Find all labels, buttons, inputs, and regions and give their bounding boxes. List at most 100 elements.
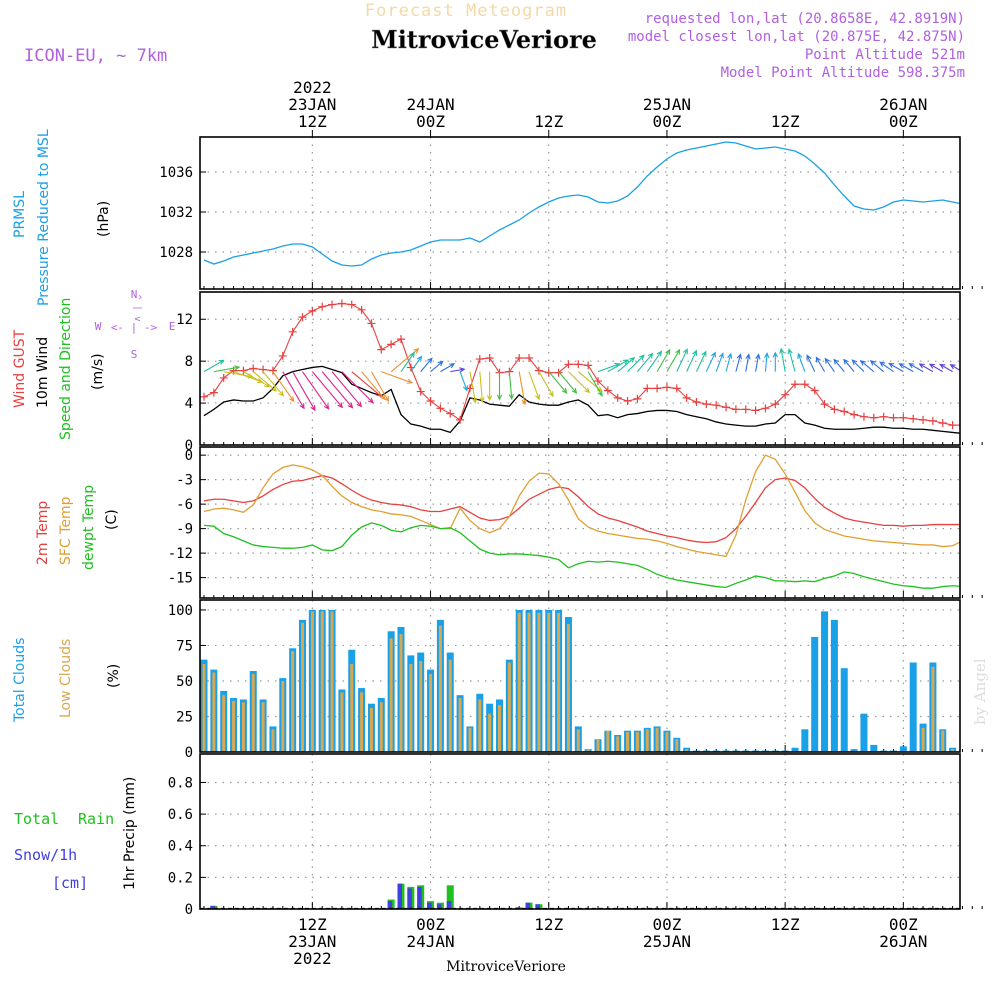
wind-arrow — [311, 371, 344, 409]
wind-arrow — [815, 356, 826, 372]
gust-point — [712, 401, 721, 410]
low-cloud-bar — [606, 730, 610, 752]
prmsl-labels: PRMSL Pressure Reduced to MSL (hPa) — [12, 129, 112, 306]
panel-3: 0 25 50 75 100 — [168, 599, 983, 761]
wind-arrow — [538, 371, 554, 398]
wind-arrow — [508, 371, 515, 401]
wind-arrow — [302, 371, 330, 410]
wind-arrow — [787, 348, 796, 372]
low-cloud-bar — [350, 663, 354, 752]
gust-point — [633, 394, 642, 403]
panel-1: 0 4 8 12 — [176, 291, 983, 454]
gust-point — [751, 406, 760, 415]
low-cloud-bar — [576, 729, 580, 752]
low-cloud-bar — [635, 732, 639, 752]
gust-point — [239, 366, 248, 375]
wind-arrow — [646, 350, 663, 372]
gust-point — [357, 305, 366, 314]
cloud-labels: Total Clouds Low Clouds (%) — [12, 638, 122, 723]
precip-snow-bar — [446, 901, 452, 909]
y-tick-label: 1036 — [159, 165, 193, 181]
low-cloud-bar — [222, 695, 226, 752]
gust-point — [584, 361, 593, 370]
wind-arrow — [370, 371, 390, 403]
gust-point — [515, 354, 524, 363]
gust-point — [722, 403, 731, 412]
y-tick-label: 0.2 — [168, 870, 193, 886]
wind-arrow — [262, 371, 285, 397]
wind-arrow — [568, 371, 591, 394]
wind-arrow — [558, 371, 578, 394]
top-axis-label: 12Z — [298, 112, 327, 131]
gust-point — [564, 360, 573, 369]
wind-arrow — [450, 367, 466, 373]
wind-arrow — [961, 364, 972, 372]
bottom-axis-label: 00Z — [652, 915, 681, 934]
wind-arrow — [528, 371, 541, 401]
panel-body — [203, 141, 960, 267]
gust-point — [741, 405, 750, 414]
precip-snow-bar — [210, 905, 215, 909]
precip-snow-bar — [535, 904, 540, 909]
gust-point — [554, 368, 563, 377]
low-cloud-bar — [566, 624, 570, 752]
wind-arrow — [898, 363, 914, 373]
wind-arrow — [908, 363, 924, 373]
low-cloud-bar — [409, 663, 413, 752]
wind-arrow — [607, 359, 629, 373]
wind-dir-label: Speed and Direction — [58, 298, 74, 440]
precip-snow-bar — [387, 901, 393, 909]
gust-point — [731, 405, 740, 414]
low-cloud-bar — [616, 736, 620, 752]
gust-point — [771, 400, 780, 409]
requested-coords: requested lon,lat (20.8658E, 42.8919N) — [645, 11, 965, 27]
temp-unit: (C) — [104, 509, 120, 530]
y-tick-label: 4 — [185, 396, 193, 412]
panel-frame — [199, 446, 961, 599]
gust-point — [485, 354, 494, 363]
gust-point — [347, 300, 356, 309]
wind-arrow — [617, 356, 636, 373]
precip-snow-bar — [397, 883, 402, 909]
low-cloud-bar — [399, 634, 403, 752]
y-tick-label: -9 — [176, 522, 193, 538]
gust-label: Wind GUST — [12, 329, 28, 408]
wind-arrow — [918, 363, 934, 373]
panel-body — [200, 299, 972, 434]
gust-point — [672, 384, 681, 393]
temp-labels: 2m Temp SFC Temp dewpt Temp (C) — [35, 485, 120, 570]
gust-point — [948, 421, 957, 430]
top-axis-label: 25JAN — [643, 95, 691, 114]
wind-arrow — [879, 361, 894, 373]
wind-arrow — [939, 363, 953, 373]
wind-arrow — [479, 371, 485, 404]
precip-axis-label: 1hr Precip (mm) — [122, 777, 138, 890]
dewpt-label: dewpt Temp — [81, 485, 97, 570]
gust-point — [249, 364, 258, 373]
wind-arrow — [735, 353, 743, 372]
panel-2: 0 -3 -6 -9 -12 -15 — [168, 446, 983, 599]
gust-point — [938, 418, 947, 427]
wind-arrow — [797, 352, 806, 372]
prmsl-line — [203, 141, 960, 267]
low-cloud-bar — [586, 749, 590, 752]
total-cloud-bar — [850, 749, 858, 752]
sfc-temp-line — [203, 454, 960, 558]
low-cloud-bar — [626, 732, 630, 752]
gust-point — [800, 380, 809, 389]
low-cloud-bar — [429, 673, 433, 752]
low-cloud-bar — [498, 705, 501, 752]
wind-arrow — [321, 371, 354, 409]
total-cloud-bar — [811, 636, 819, 752]
wind-arrow — [888, 362, 904, 373]
footer-location: MitroviceVeriore — [446, 959, 566, 975]
wind-arrow — [715, 352, 724, 372]
wind-arrow — [292, 371, 316, 412]
total-cloud-bar — [830, 619, 838, 752]
wind-arrow — [518, 371, 527, 406]
total-cloud-bar — [909, 662, 917, 752]
wind-arrow — [272, 371, 295, 403]
wind-arrow — [252, 371, 278, 392]
